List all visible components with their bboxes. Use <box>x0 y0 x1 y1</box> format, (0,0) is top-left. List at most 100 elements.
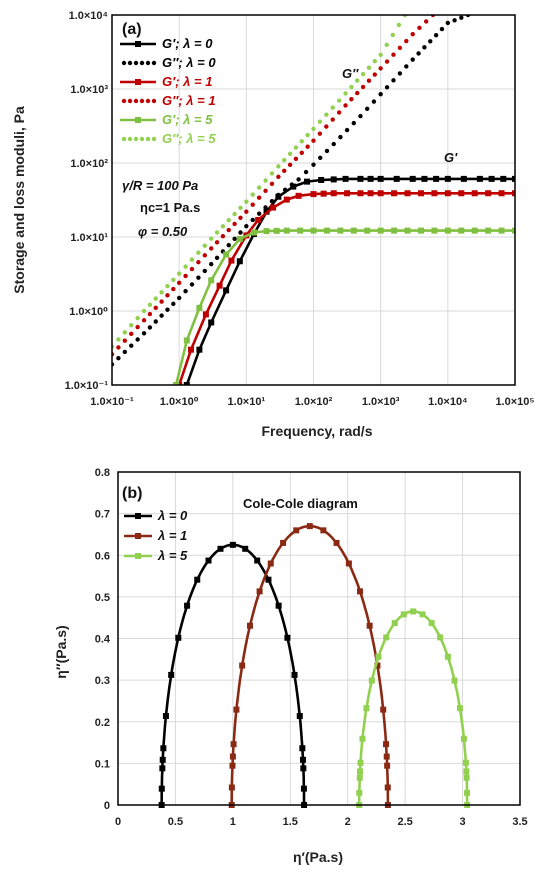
data-point <box>129 331 134 337</box>
legend-marker <box>151 98 157 104</box>
data-point <box>364 227 371 234</box>
legend-marker <box>133 98 139 104</box>
x-tick-label: 0 <box>115 816 121 828</box>
data-point <box>267 560 274 567</box>
panel-b: 0 0.5 1 1.5 2 2.5 3 3.5 0 0.1 0.2 0.3 0.4 0.5 0.6 0.7 0.… <box>53 467 528 865</box>
series-a-3 <box>112 15 436 357</box>
panel-a-plot-area <box>112 15 515 385</box>
y-tick-label: 1.0×10⁴ <box>69 10 108 22</box>
series-line <box>185 177 515 385</box>
legend-marker <box>121 98 127 104</box>
x-tick-label: 1 <box>230 816 236 828</box>
data-point <box>485 190 492 197</box>
data-point <box>171 277 176 283</box>
legend-label: G′; λ = 1 <box>162 74 212 89</box>
data-point <box>196 346 203 353</box>
data-point <box>512 175 515 182</box>
x-tick-label: 1.0×10⁻¹ <box>90 396 134 408</box>
data-point <box>269 181 275 187</box>
data-point <box>189 266 195 272</box>
data-point <box>343 91 348 96</box>
panel-a-ticks: 1.0×10⁻¹ 1.0×10⁰ 1.0×10¹ 1.0×10² 1.0×10³ 1.0×… <box>65 10 535 408</box>
series-a-2 <box>176 190 515 385</box>
data-point <box>171 301 176 307</box>
data-point <box>135 324 140 330</box>
data-point <box>226 217 231 223</box>
data-point <box>444 175 451 182</box>
data-point <box>464 789 471 796</box>
annotation-param-fraction: φ = 0.50 <box>138 224 188 239</box>
data-point <box>282 157 287 163</box>
data-point <box>228 257 235 264</box>
x-tick-label: 1.0×10¹ <box>228 396 266 408</box>
y-tick-label: 1.0×10⁻¹ <box>65 380 109 392</box>
data-point <box>273 227 280 234</box>
data-point <box>444 227 451 234</box>
data-point <box>311 162 316 167</box>
legend-label: G″; λ = 1 <box>162 93 216 108</box>
y-tick-label: 1.0×10² <box>70 158 108 170</box>
data-point <box>183 289 188 294</box>
y-tick-label: 0.3 <box>95 675 110 687</box>
data-point <box>135 337 140 342</box>
legend-marker <box>127 60 133 66</box>
data-point <box>391 78 396 83</box>
data-point <box>364 106 370 112</box>
legend-label: G′; λ = 0 <box>162 36 213 51</box>
data-point <box>350 227 357 234</box>
legend-marker <box>133 60 139 66</box>
data-point <box>230 741 237 748</box>
legend-marker <box>139 98 145 104</box>
data-point <box>208 277 215 284</box>
data-point <box>153 305 158 310</box>
data-point <box>275 602 282 609</box>
data-point <box>437 634 444 641</box>
data-point <box>422 45 427 50</box>
data-point <box>122 330 128 335</box>
data-point <box>419 611 426 618</box>
data-point <box>371 99 377 104</box>
panel-b-ticks: 0 0.5 1 1.5 2 2.5 3 3.5 0 0.1 0.2 0.3 0.4 0.5 0.6 0.7 0.… <box>95 467 528 828</box>
data-point <box>216 282 223 289</box>
y-tick-label: 0.2 <box>95 717 110 729</box>
legend-label: λ = 5 <box>157 548 188 563</box>
data-point <box>404 38 409 44</box>
data-point <box>363 705 370 712</box>
data-point <box>471 227 478 234</box>
data-point <box>384 85 390 90</box>
data-point <box>296 177 301 182</box>
data-point <box>214 230 220 235</box>
data-point <box>357 190 364 197</box>
panel-a-frame <box>111 14 516 386</box>
data-point <box>318 155 323 161</box>
data-point <box>391 620 398 627</box>
data-point <box>282 168 287 174</box>
legend-marker <box>139 136 145 142</box>
series-b-1 <box>228 523 391 808</box>
data-point <box>383 753 390 760</box>
data-point <box>404 227 411 234</box>
data-point <box>303 178 310 185</box>
data-point <box>176 382 183 385</box>
data-point <box>299 745 306 752</box>
data-point <box>265 576 272 583</box>
data-point <box>404 64 409 69</box>
data-point <box>410 57 415 62</box>
data-point <box>303 169 309 175</box>
data-point <box>456 705 463 712</box>
data-point <box>202 243 208 248</box>
data-point <box>270 204 277 211</box>
annotation-param-yield: γ/R = 100 Pa <box>122 178 198 193</box>
data-point <box>360 84 366 90</box>
legend-marker <box>135 533 141 539</box>
legend-label: λ = 0 <box>157 508 188 523</box>
data-point <box>214 240 220 245</box>
data-point <box>147 311 153 317</box>
data-point <box>276 192 281 198</box>
data-point <box>317 119 323 124</box>
data-point <box>378 66 383 71</box>
data-point <box>366 65 372 70</box>
data-point <box>284 634 291 641</box>
data-point <box>410 608 417 615</box>
y-tick-label: 0.1 <box>95 758 110 770</box>
